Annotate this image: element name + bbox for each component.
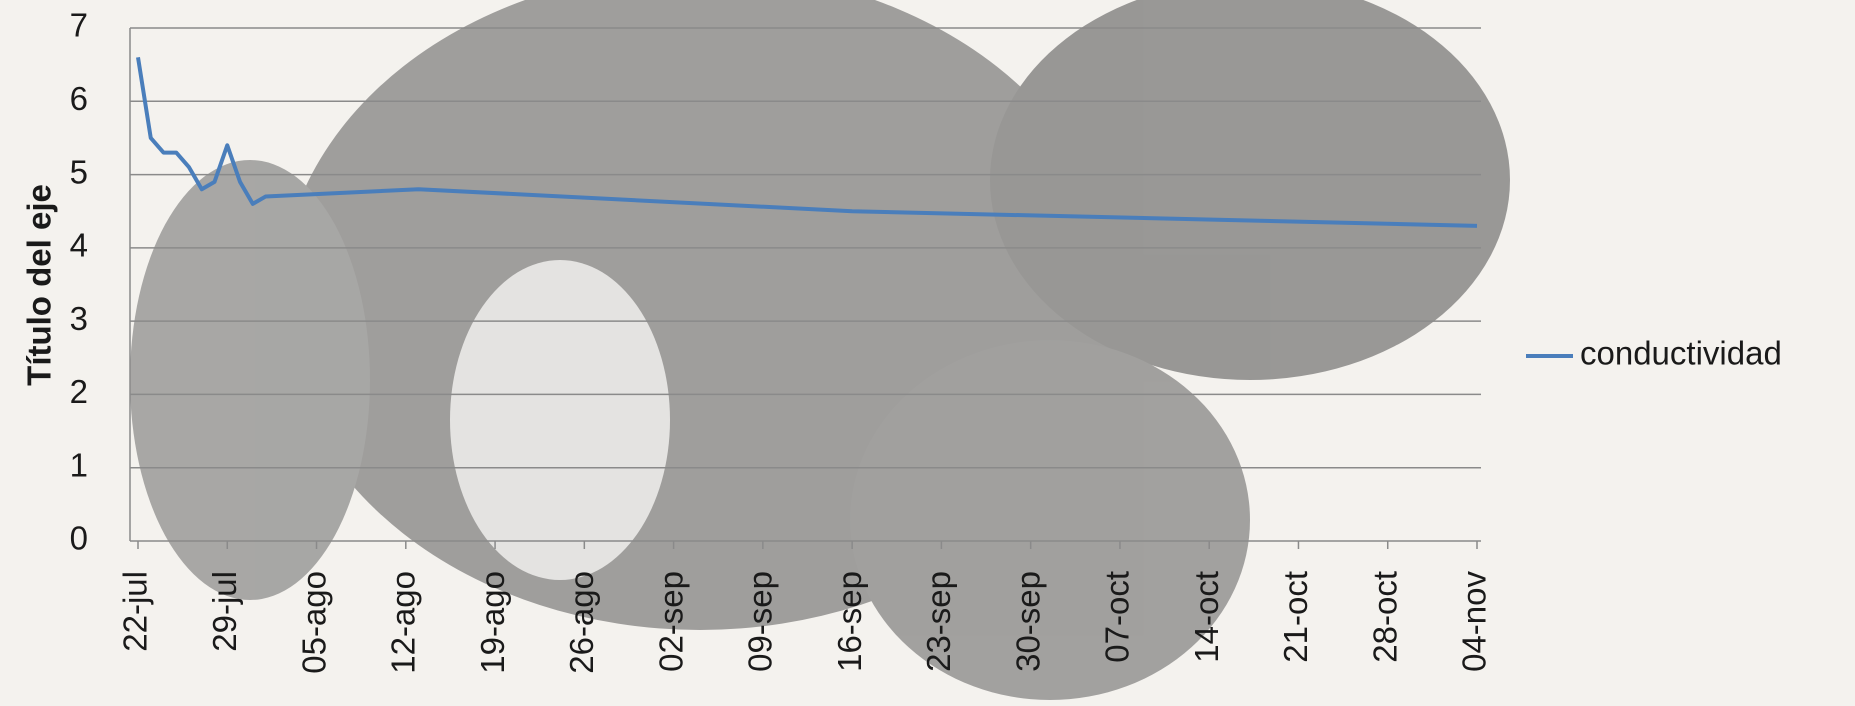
legend-label: conductividad [1580, 335, 1782, 372]
x-tick-label: 21-oct [1277, 571, 1314, 663]
x-tick-label: 30-sep [1009, 571, 1046, 672]
background-picture [130, 0, 1510, 700]
x-tick-label: 29-jul [206, 571, 243, 652]
y-tick-label: 5 [70, 153, 88, 190]
y-tick-label: 0 [70, 520, 88, 557]
y-tick-label: 3 [70, 300, 88, 337]
y-tick-label: 2 [70, 373, 88, 410]
x-tick-label: 28-oct [1366, 571, 1403, 663]
x-tick-label: 23-sep [920, 571, 957, 672]
x-tick-label: 05-ago [295, 571, 332, 674]
x-tick-label: 16-sep [831, 571, 868, 672]
x-tick-label: 19-ago [474, 571, 511, 674]
x-tick-label: 02-sep [652, 571, 689, 672]
y-tick-label: 1 [70, 446, 88, 483]
y-tick-label: 6 [70, 80, 88, 117]
x-tick-label: 09-sep [742, 571, 779, 672]
y-tick-label: 4 [70, 227, 88, 264]
x-tick-label: 22-jul [117, 571, 154, 652]
x-tick-label: 14-oct [1188, 571, 1225, 663]
x-tick-label: 26-ago [563, 571, 600, 674]
x-tick-label: 04-nov [1456, 571, 1493, 672]
x-tick-label: 07-oct [1099, 571, 1136, 663]
y-axis-title: Título del eje [21, 184, 58, 386]
data-line [136, 57, 1478, 228]
x-tick-label: 12-ago [385, 571, 422, 674]
y-tick-label: 7 [70, 7, 88, 44]
